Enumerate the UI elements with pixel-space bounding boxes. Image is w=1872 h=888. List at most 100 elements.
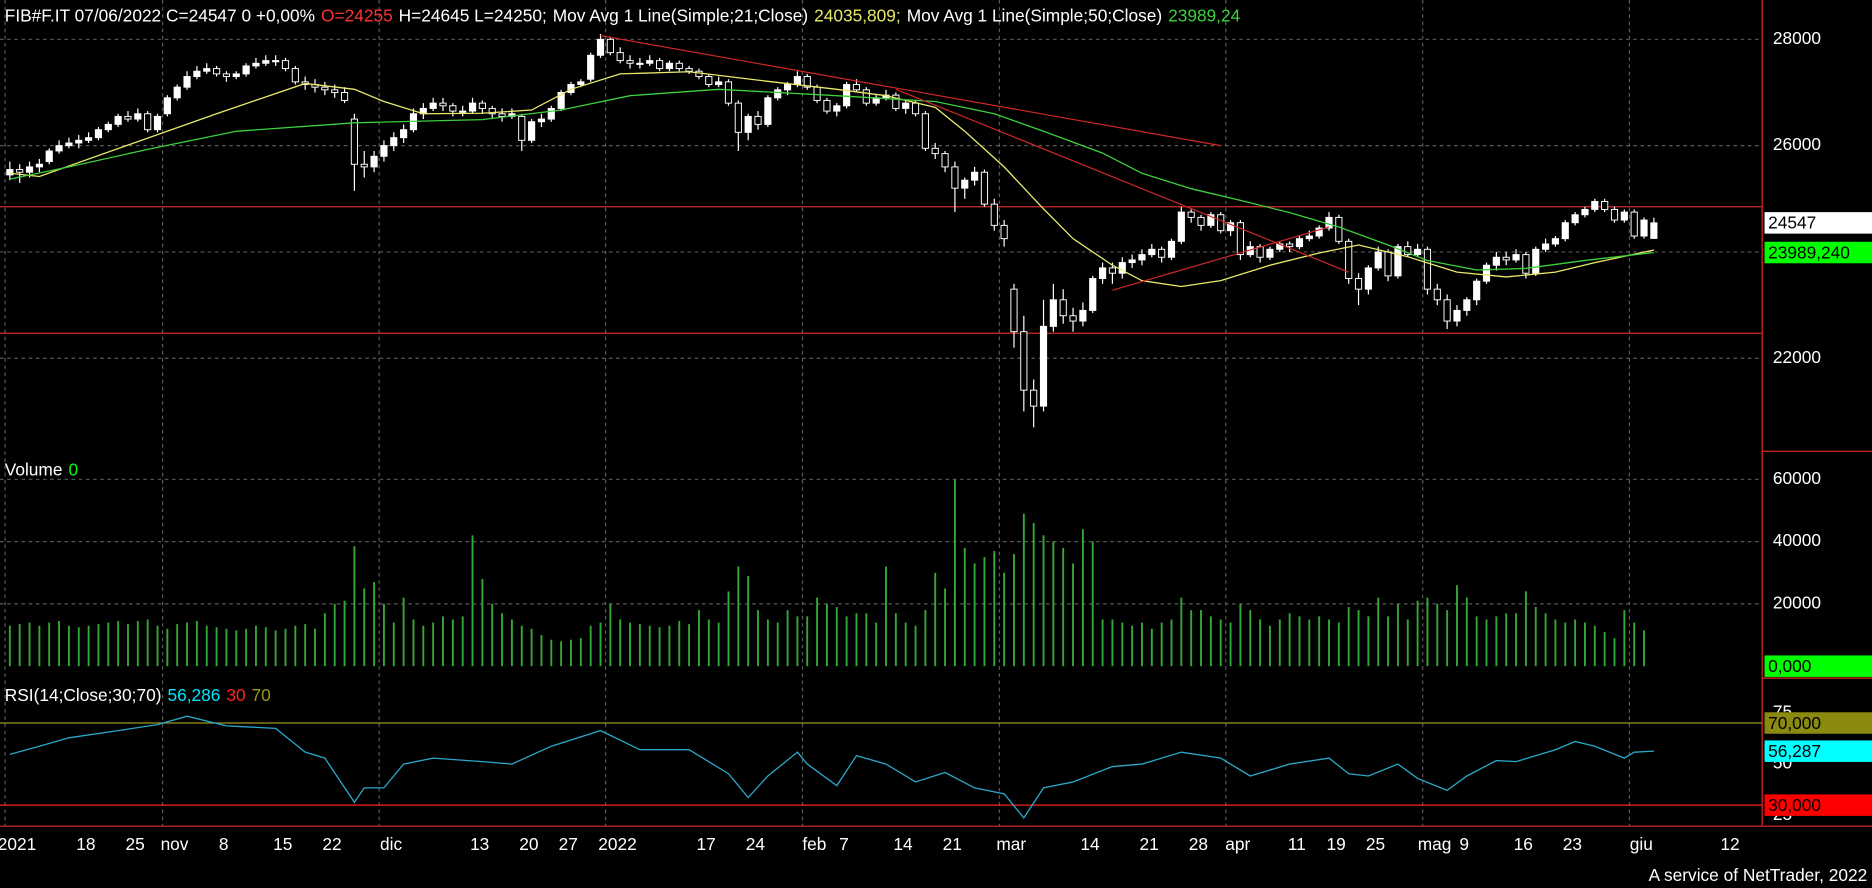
candle-body (577, 81, 585, 85)
candle-body (449, 105, 457, 112)
candle-body (1423, 248, 1432, 290)
candle-body (862, 89, 870, 104)
candle-body (340, 92, 349, 101)
candle-body (85, 137, 93, 141)
candle-body (25, 166, 34, 173)
legend-value: 56,286 (167, 685, 220, 705)
candle-body (754, 115, 762, 125)
candle-body (1571, 214, 1579, 224)
candle-body (803, 76, 811, 88)
candle-body (1532, 248, 1540, 274)
candle-body (439, 102, 447, 107)
candle-body (1295, 238, 1304, 248)
candle-body (1345, 240, 1353, 280)
trend-line (600, 35, 1221, 147)
candle-body (1217, 214, 1225, 232)
candle-body (1414, 248, 1422, 256)
value-marker (1764, 712, 1872, 734)
candle-body (498, 113, 506, 117)
candle-body (528, 121, 536, 141)
candle-body (183, 76, 191, 88)
x-tick-label: nov (161, 834, 189, 854)
x-tick-label: 19 (1327, 834, 1346, 854)
candle-body (1315, 227, 1323, 237)
candle-body (94, 129, 103, 139)
candle-body (616, 52, 624, 62)
candle-body (1325, 216, 1333, 229)
candle-body (1207, 214, 1215, 226)
candle-body (429, 102, 437, 109)
moving-average (9, 71, 1655, 288)
y-tick-label: 60000 (1773, 468, 1821, 488)
value-marker-label: 24547 (1768, 213, 1816, 233)
candle-body (488, 107, 496, 115)
candle-body (902, 102, 910, 109)
candle-body (1069, 315, 1077, 322)
y-tick-label: 40000 (1773, 530, 1821, 550)
candle-body (852, 84, 861, 91)
x-tick-label: 11 (1288, 834, 1306, 854)
y-tick-label: 28000 (1773, 28, 1821, 48)
y-tick-label: 20000 (1773, 592, 1821, 612)
x-tick-label: 18 (76, 834, 95, 854)
candle-body (1148, 248, 1156, 256)
value-marker-label: 23989,240 (1768, 242, 1850, 262)
x-tick-label: 23 (1563, 834, 1582, 854)
value-marker-label: 70,000 (1768, 713, 1821, 733)
y-tick-label: 22000 (1773, 347, 1821, 367)
trend-line (895, 88, 1349, 273)
x-tick-label: 14 (1080, 834, 1100, 854)
candle-body (596, 38, 605, 56)
value-marker-label: 0,000 (1768, 656, 1811, 676)
candle-body (1610, 208, 1619, 221)
candle-body (1059, 299, 1067, 317)
x-tick-label: 12 (1720, 834, 1739, 854)
candle-body (941, 153, 949, 168)
candle-body (232, 73, 240, 78)
candle-body (1591, 200, 1599, 210)
candle-body (1010, 288, 1018, 333)
candle-body (1177, 211, 1185, 242)
candle-body (331, 89, 339, 93)
candle-body (272, 60, 280, 63)
candle-body (468, 102, 477, 112)
candle-body (1404, 246, 1412, 256)
x-tick-label: 25 (126, 834, 145, 854)
candle-body (813, 86, 821, 101)
x-tick-label: 20 (519, 834, 538, 854)
x-tick-label: feb (802, 834, 826, 854)
title-part: O=24255 (321, 5, 393, 25)
candle-body (1551, 238, 1560, 245)
candle-body (724, 81, 733, 104)
candle-body (675, 62, 683, 70)
candle-body (134, 113, 142, 120)
x-tick-label: 2021 (0, 834, 36, 854)
candle-body (350, 118, 358, 165)
legend-entry: Mov Avg 1 Line(Simple;21;Close) (553, 5, 808, 25)
candle-body (1118, 262, 1126, 274)
candle-body (1601, 200, 1609, 210)
candle-body (1286, 243, 1294, 248)
x-tick-label: mag (1418, 834, 1452, 854)
candle-body (1542, 243, 1550, 250)
candle-body (203, 68, 211, 72)
x-tick-label: apr (1225, 834, 1250, 854)
candle-body (6, 169, 14, 176)
candle-body (1049, 299, 1057, 327)
candle-body (1620, 211, 1628, 221)
candle-body (1650, 222, 1658, 239)
x-tick-label: 24 (746, 834, 766, 854)
y-tick-label: 26000 (1773, 134, 1821, 154)
candle-body (843, 84, 851, 107)
candle-body (75, 139, 83, 144)
candle-body (1187, 211, 1195, 218)
title-part: FIB#F.IT 07/06/2022 C=24547 0 +0,00% (5, 5, 315, 25)
candle-body (833, 105, 841, 112)
candle-body (911, 102, 920, 115)
rsi-line (9, 715, 1654, 819)
candle-body (1502, 256, 1510, 261)
candle-body (459, 110, 467, 113)
candle-body (1108, 267, 1117, 274)
value-marker (1764, 794, 1872, 816)
